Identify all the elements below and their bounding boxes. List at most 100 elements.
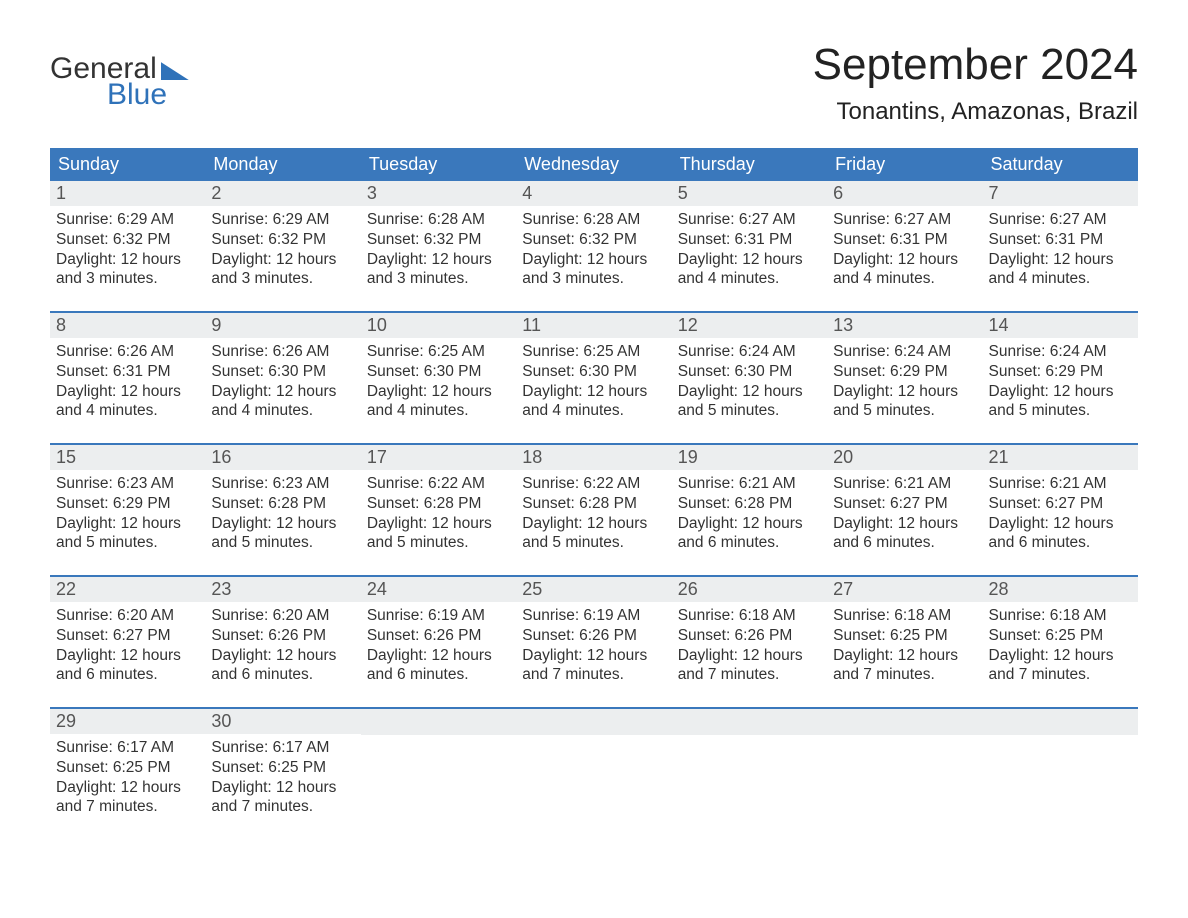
calendar-cell: 20Sunrise: 6:21 AMSunset: 6:27 PMDayligh… (827, 445, 982, 573)
daylight-text-2: and 5 minutes. (678, 401, 821, 421)
sunrise-text: Sunrise: 6:23 AM (211, 474, 354, 494)
day-data: Sunrise: 6:20 AMSunset: 6:27 PMDaylight:… (50, 602, 205, 691)
sunset-text: Sunset: 6:32 PM (211, 230, 354, 250)
sunrise-text: Sunrise: 6:25 AM (522, 342, 665, 362)
sunset-text: Sunset: 6:32 PM (522, 230, 665, 250)
calendar-cell: 19Sunrise: 6:21 AMSunset: 6:28 PMDayligh… (672, 445, 827, 573)
daylight-text-1: Daylight: 12 hours (522, 646, 665, 666)
sunrise-text: Sunrise: 6:21 AM (989, 474, 1132, 494)
day-data: Sunrise: 6:27 AMSunset: 6:31 PMDaylight:… (672, 206, 827, 295)
day-data: Sunrise: 6:23 AMSunset: 6:29 PMDaylight:… (50, 470, 205, 559)
calendar-week: 29Sunrise: 6:17 AMSunset: 6:25 PMDayligh… (50, 707, 1138, 837)
day-data: Sunrise: 6:29 AMSunset: 6:32 PMDaylight:… (205, 206, 360, 295)
day-number: 15 (50, 445, 205, 470)
sunset-text: Sunset: 6:31 PM (989, 230, 1132, 250)
day-number: 17 (361, 445, 516, 470)
day-data: Sunrise: 6:19 AMSunset: 6:26 PMDaylight:… (361, 602, 516, 691)
day-data: Sunrise: 6:21 AMSunset: 6:27 PMDaylight:… (827, 470, 982, 559)
sunset-text: Sunset: 6:26 PM (522, 626, 665, 646)
sunrise-text: Sunrise: 6:28 AM (367, 210, 510, 230)
day-data: Sunrise: 6:24 AMSunset: 6:30 PMDaylight:… (672, 338, 827, 427)
daylight-text-2: and 7 minutes. (989, 665, 1132, 685)
sunset-text: Sunset: 6:29 PM (989, 362, 1132, 382)
daylight-text-1: Daylight: 12 hours (989, 514, 1132, 534)
sunset-text: Sunset: 6:27 PM (833, 494, 976, 514)
day-number: 8 (50, 313, 205, 338)
daylight-text-1: Daylight: 12 hours (367, 250, 510, 270)
daylight-text-2: and 7 minutes. (211, 797, 354, 817)
day-data: Sunrise: 6:18 AMSunset: 6:25 PMDaylight:… (983, 602, 1138, 691)
day-data: Sunrise: 6:19 AMSunset: 6:26 PMDaylight:… (516, 602, 671, 691)
daylight-text-2: and 6 minutes. (367, 665, 510, 685)
calendar-cell: 5Sunrise: 6:27 AMSunset: 6:31 PMDaylight… (672, 181, 827, 309)
sunset-text: Sunset: 6:26 PM (678, 626, 821, 646)
calendar-cell: 14Sunrise: 6:24 AMSunset: 6:29 PMDayligh… (983, 313, 1138, 441)
calendar-cell: 22Sunrise: 6:20 AMSunset: 6:27 PMDayligh… (50, 577, 205, 705)
day-data: Sunrise: 6:21 AMSunset: 6:27 PMDaylight:… (983, 470, 1138, 559)
calendar-cell: 4Sunrise: 6:28 AMSunset: 6:32 PMDaylight… (516, 181, 671, 309)
calendar-cell: 3Sunrise: 6:28 AMSunset: 6:32 PMDaylight… (361, 181, 516, 309)
day-data: Sunrise: 6:28 AMSunset: 6:32 PMDaylight:… (361, 206, 516, 295)
day-number: 14 (983, 313, 1138, 338)
daylight-text-2: and 6 minutes. (56, 665, 199, 685)
sunrise-text: Sunrise: 6:18 AM (833, 606, 976, 626)
daylight-text-2: and 6 minutes. (833, 533, 976, 553)
daylight-text-2: and 4 minutes. (989, 269, 1132, 289)
calendar-cell: 29Sunrise: 6:17 AMSunset: 6:25 PMDayligh… (50, 709, 205, 837)
calendar-cell (983, 709, 1138, 837)
daylight-text-1: Daylight: 12 hours (833, 514, 976, 534)
sunset-text: Sunset: 6:27 PM (989, 494, 1132, 514)
day-header: Sunday (50, 148, 205, 181)
title-block: September 2024 Tonantins, Amazonas, Braz… (813, 40, 1138, 126)
daylight-text-1: Daylight: 12 hours (678, 514, 821, 534)
sunset-text: Sunset: 6:30 PM (522, 362, 665, 382)
day-number: 26 (672, 577, 827, 602)
sunset-text: Sunset: 6:25 PM (989, 626, 1132, 646)
daylight-text-1: Daylight: 12 hours (833, 250, 976, 270)
day-number: 9 (205, 313, 360, 338)
daylight-text-2: and 3 minutes. (56, 269, 199, 289)
daylight-text-1: Daylight: 12 hours (833, 382, 976, 402)
sunrise-text: Sunrise: 6:21 AM (678, 474, 821, 494)
daylight-text-2: and 5 minutes. (211, 533, 354, 553)
day-data: Sunrise: 6:26 AMSunset: 6:30 PMDaylight:… (205, 338, 360, 427)
daylight-text-2: and 6 minutes. (989, 533, 1132, 553)
sunset-text: Sunset: 6:31 PM (678, 230, 821, 250)
day-number: 25 (516, 577, 671, 602)
sunset-text: Sunset: 6:28 PM (678, 494, 821, 514)
sunrise-text: Sunrise: 6:22 AM (367, 474, 510, 494)
daylight-text-2: and 7 minutes. (56, 797, 199, 817)
day-number: 24 (361, 577, 516, 602)
daylight-text-2: and 5 minutes. (833, 401, 976, 421)
sunrise-text: Sunrise: 6:19 AM (367, 606, 510, 626)
sunrise-text: Sunrise: 6:29 AM (56, 210, 199, 230)
day-number: 3 (361, 181, 516, 206)
daylight-text-1: Daylight: 12 hours (678, 382, 821, 402)
sunrise-text: Sunrise: 6:20 AM (56, 606, 199, 626)
day-header: Friday (827, 148, 982, 181)
sunrise-text: Sunrise: 6:28 AM (522, 210, 665, 230)
day-number (983, 709, 1138, 735)
daylight-text-2: and 4 minutes. (56, 401, 199, 421)
calendar-cell (672, 709, 827, 837)
daylight-text-2: and 6 minutes. (678, 533, 821, 553)
calendar-cell: 10Sunrise: 6:25 AMSunset: 6:30 PMDayligh… (361, 313, 516, 441)
daylight-text-1: Daylight: 12 hours (522, 382, 665, 402)
page-subtitle: Tonantins, Amazonas, Brazil (813, 98, 1138, 126)
sunrise-text: Sunrise: 6:27 AM (989, 210, 1132, 230)
daylight-text-1: Daylight: 12 hours (678, 646, 821, 666)
daylight-text-1: Daylight: 12 hours (56, 646, 199, 666)
sunrise-text: Sunrise: 6:18 AM (989, 606, 1132, 626)
sunset-text: Sunset: 6:25 PM (56, 758, 199, 778)
sunset-text: Sunset: 6:26 PM (367, 626, 510, 646)
day-number (827, 709, 982, 735)
sunrise-text: Sunrise: 6:26 AM (56, 342, 199, 362)
sunrise-text: Sunrise: 6:19 AM (522, 606, 665, 626)
sunrise-text: Sunrise: 6:20 AM (211, 606, 354, 626)
sunrise-text: Sunrise: 6:27 AM (678, 210, 821, 230)
weeks-container: 1Sunrise: 6:29 AMSunset: 6:32 PMDaylight… (50, 181, 1138, 837)
calendar-cell: 1Sunrise: 6:29 AMSunset: 6:32 PMDaylight… (50, 181, 205, 309)
calendar-cell: 18Sunrise: 6:22 AMSunset: 6:28 PMDayligh… (516, 445, 671, 573)
day-data: Sunrise: 6:21 AMSunset: 6:28 PMDaylight:… (672, 470, 827, 559)
day-header: Thursday (672, 148, 827, 181)
